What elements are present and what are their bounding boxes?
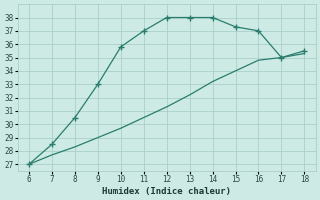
X-axis label: Humidex (Indice chaleur): Humidex (Indice chaleur) <box>102 187 231 196</box>
